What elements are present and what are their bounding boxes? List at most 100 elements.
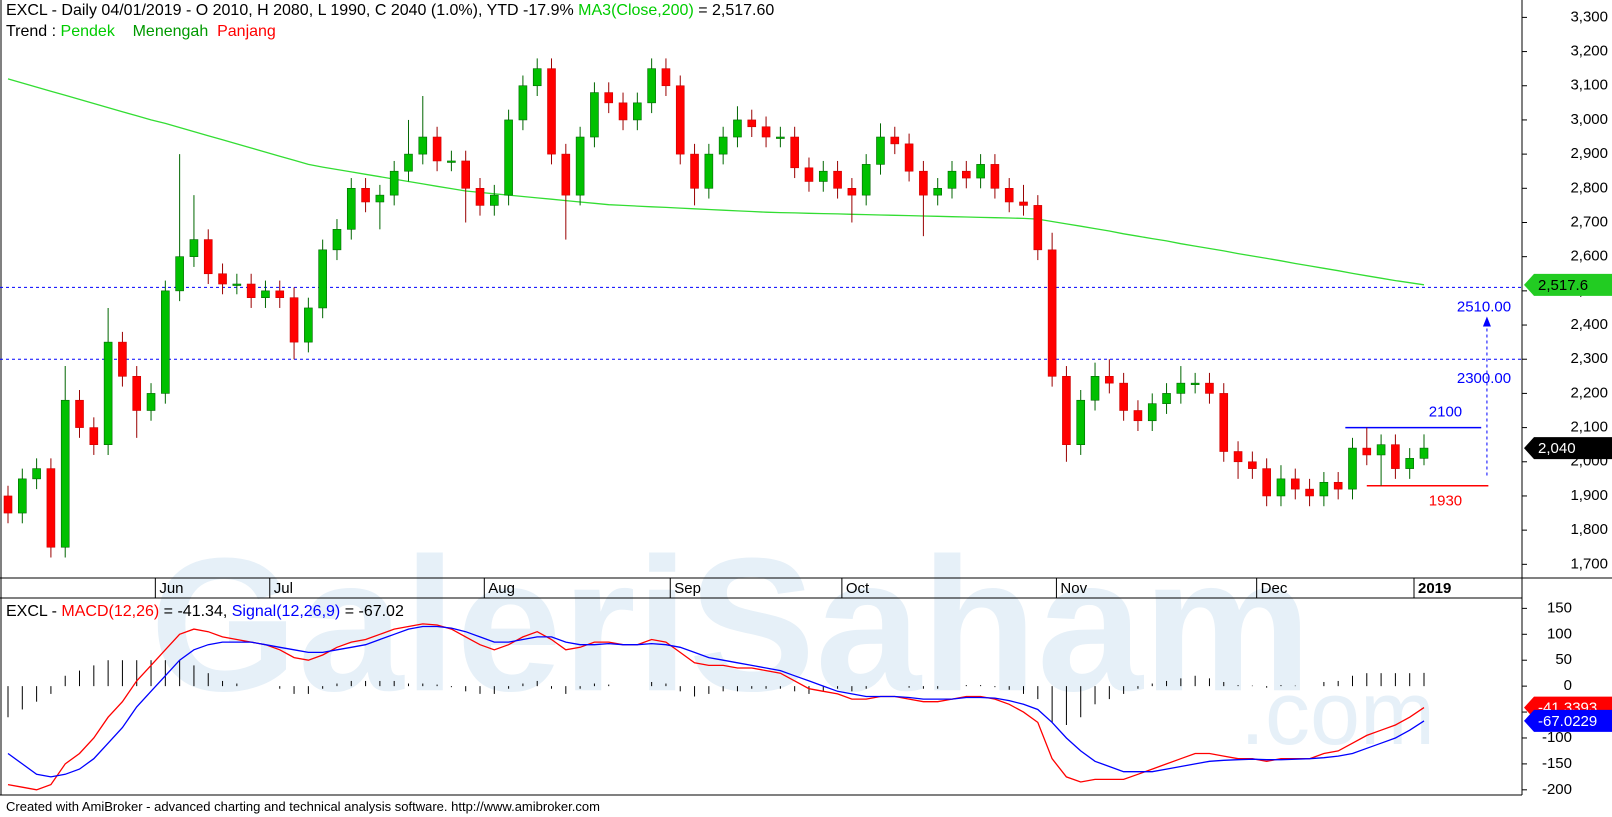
- candle-body: [675, 85, 685, 155]
- signal-name: Signal(12,26,9): [231, 603, 341, 620]
- candle-body: [704, 153, 714, 189]
- candle-body: [532, 68, 542, 87]
- candle-body: [604, 92, 614, 104]
- candle-body: [289, 297, 299, 343]
- candle-body: [3, 495, 13, 514]
- candle-body: [418, 136, 428, 155]
- candle-body: [1105, 376, 1114, 384]
- candle-body: [404, 153, 413, 172]
- candle-body: [261, 290, 270, 298]
- candle-body: [790, 136, 799, 169]
- y-tick-label: 3,300: [1570, 8, 1608, 25]
- candle-body: [60, 399, 70, 548]
- candle-body: [1362, 447, 1372, 456]
- candle-body: [1405, 458, 1414, 469]
- price-tag: [1524, 437, 1612, 460]
- candle-body: [146, 393, 156, 411]
- candle-body: [561, 153, 571, 196]
- candle-body: [32, 468, 41, 480]
- y-tick-label: -200: [1542, 781, 1572, 798]
- candle-body: [933, 188, 942, 196]
- candle-body: [361, 188, 370, 203]
- x-tick-label: Aug: [488, 580, 515, 597]
- candle-body: [1333, 481, 1343, 490]
- candle-body: [1076, 399, 1086, 445]
- candle-body: [432, 136, 442, 162]
- y-tick-label: -100: [1542, 729, 1572, 746]
- y-tick-label: 2,800: [1570, 179, 1608, 196]
- ma-name: MA3(Close,200): [578, 2, 694, 19]
- y-tick-label: 50: [1555, 651, 1572, 668]
- candle-body: [1090, 376, 1100, 401]
- candle-body: [232, 283, 242, 286]
- candle-body: [490, 194, 499, 206]
- candle-body: [1290, 478, 1300, 490]
- x-tick-label: Nov: [1060, 580, 1087, 597]
- arrow-head: [1482, 316, 1491, 327]
- candle-body: [747, 119, 757, 128]
- candle-body: [75, 399, 84, 428]
- watermark: GaleriSaham: [150, 519, 1312, 731]
- candle-body: [46, 468, 56, 548]
- y-tick-label: 1,900: [1570, 487, 1608, 504]
- trend-header: Trend : Pendek Menengah Panjang: [6, 23, 276, 41]
- candle-body: [218, 273, 227, 285]
- candle-body: [475, 188, 485, 206]
- candle-body: [690, 153, 699, 189]
- candle-body: [447, 160, 456, 163]
- y-tick-label: 0: [1564, 677, 1572, 694]
- macd-name: MACD(12,26): [61, 603, 160, 620]
- candle-body: [175, 256, 184, 292]
- candle-body: [947, 170, 957, 189]
- macd-title: EXCL -: [6, 603, 62, 620]
- candle-body: [919, 170, 928, 196]
- candle-body: [647, 68, 656, 104]
- macd-line: [7, 623, 1425, 791]
- candle-body: [590, 92, 599, 138]
- candle-body: [304, 307, 313, 343]
- candle-body: [1262, 468, 1271, 497]
- y-tick-label: 2,300: [1570, 350, 1608, 367]
- candle-body: [618, 102, 628, 121]
- candle-body: [504, 119, 513, 196]
- candle-body: [1190, 382, 1200, 385]
- x-tick-label: Jun: [159, 580, 183, 597]
- trend-short: Pendek: [60, 23, 115, 40]
- candle-body: [1391, 444, 1400, 469]
- price-tag-label: 2,517.6: [1538, 277, 1588, 294]
- macd-header: EXCL - MACD(12,26) = -41.34, Signal(12,2…: [6, 603, 404, 621]
- x-tick-label: Dec: [1261, 580, 1288, 597]
- y-tick-label: 3,200: [1570, 43, 1608, 60]
- level-label: 1930: [1429, 493, 1462, 510]
- candle-body: [1348, 447, 1357, 490]
- candle-body: [1376, 444, 1386, 456]
- y-tick-label: 150: [1547, 599, 1572, 616]
- candle-body: [1019, 201, 1028, 206]
- candle-body: [818, 170, 828, 182]
- y-tick-label: 2,700: [1570, 213, 1608, 230]
- candle-body: [575, 136, 585, 196]
- y-tick-label: -150: [1542, 755, 1572, 772]
- candle-body: [547, 68, 556, 155]
- ma-line: [7, 78, 1425, 286]
- candle-body: [861, 164, 871, 196]
- candle-body: [1233, 451, 1243, 463]
- candle-body: [847, 188, 857, 196]
- y-tick-label: 3,100: [1570, 77, 1608, 94]
- candle-body: [132, 376, 142, 411]
- candle-body: [1133, 410, 1143, 422]
- y-tick-label: 2,400: [1570, 316, 1608, 333]
- candle-body: [18, 478, 27, 514]
- candle-body: [1319, 481, 1329, 497]
- candle-body: [1033, 205, 1043, 251]
- candle-body: [1205, 382, 1214, 394]
- y-tick-label: 2,900: [1570, 145, 1608, 162]
- y-tick-label: 2,600: [1570, 248, 1608, 265]
- candle-body: [246, 283, 256, 298]
- trend-mid: Menengah: [132, 23, 209, 40]
- candle-body: [718, 136, 728, 155]
- y-tick-label: 2,100: [1570, 419, 1608, 436]
- macd-value: = -41.34,: [159, 603, 232, 620]
- price-tag: [1524, 709, 1612, 732]
- candle-body: [1062, 376, 1071, 445]
